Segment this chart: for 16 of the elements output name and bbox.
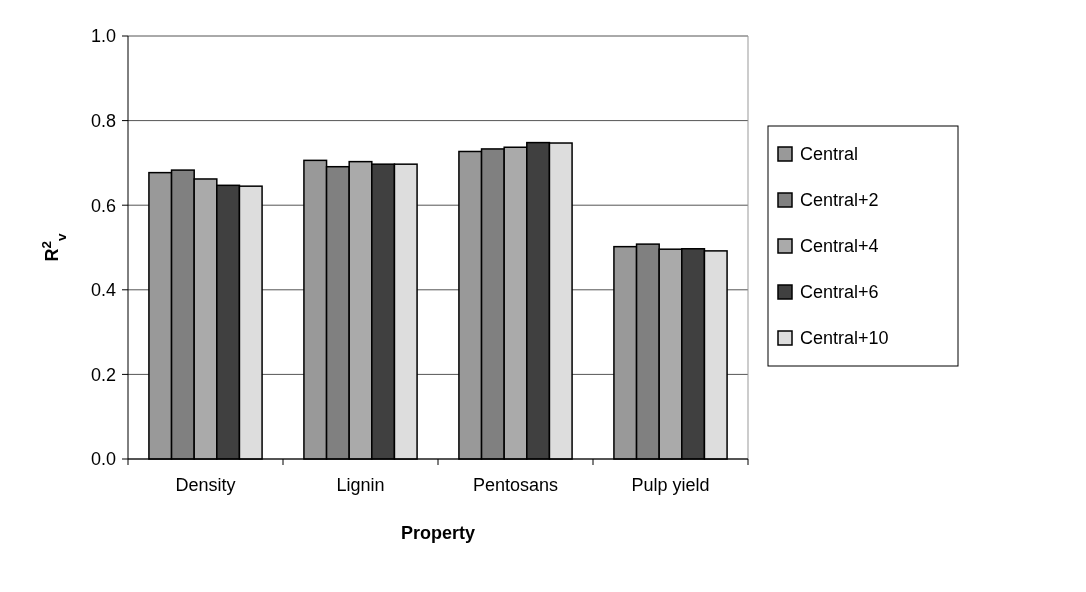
legend-label: Central+6 (800, 282, 879, 303)
x-tick-label: Pentosans (472, 475, 559, 495)
legend-label: Central (800, 144, 859, 165)
x-tick-label: Lignin (336, 475, 385, 495)
x-axis-title: Property (400, 523, 476, 543)
legend-label: Central+10 (800, 328, 889, 349)
x-tick-label: Density (175, 475, 236, 495)
legend-label: Central+4 (800, 236, 879, 257)
y-tick-label: 0.6 (90, 195, 116, 216)
y-tick-label: 0.2 (90, 364, 116, 385)
y-tick-label: 0.4 (90, 280, 116, 301)
legend-label: Central+2 (800, 190, 879, 211)
x-tick-label: Pulp yield (631, 475, 710, 495)
y-tick-label: 0.0 (90, 449, 116, 470)
y-tick-label: 0.8 (90, 110, 116, 131)
y-tick-label: 1.0 (90, 26, 116, 47)
